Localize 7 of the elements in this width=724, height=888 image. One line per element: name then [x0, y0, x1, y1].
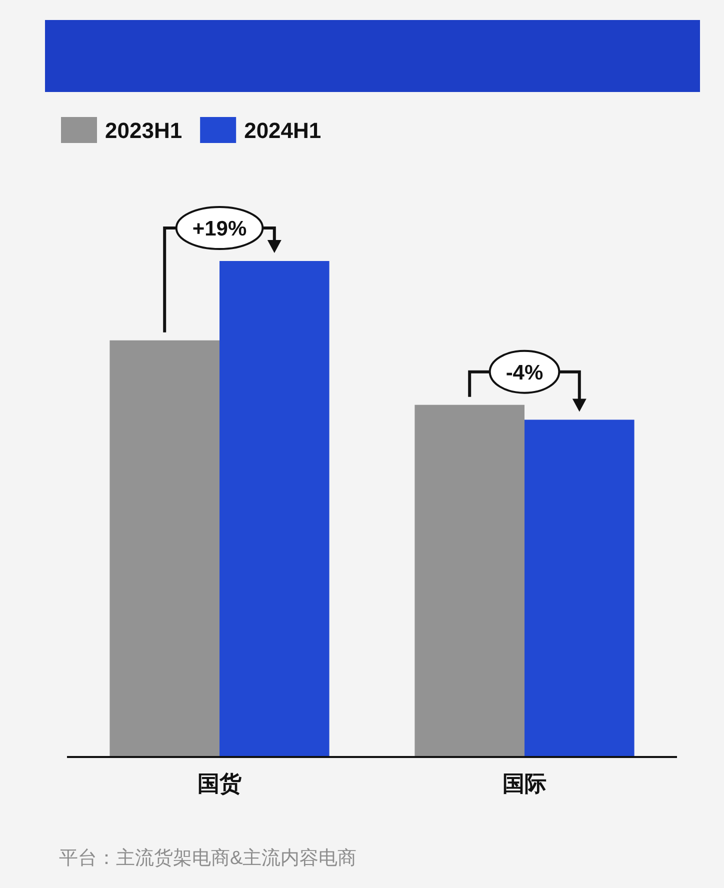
x-tick-label: 国货 — [198, 771, 242, 796]
legend-label: 2024H1 — [244, 118, 322, 143]
x-tick-label: 国际 — [502, 771, 546, 796]
annotation: -4% — [506, 361, 544, 384]
legend-label: 2023H1 — [105, 118, 182, 143]
text: 平台：主流货架电商&主流内容电商 — [59, 847, 357, 869]
text: +19% — [192, 218, 247, 240]
